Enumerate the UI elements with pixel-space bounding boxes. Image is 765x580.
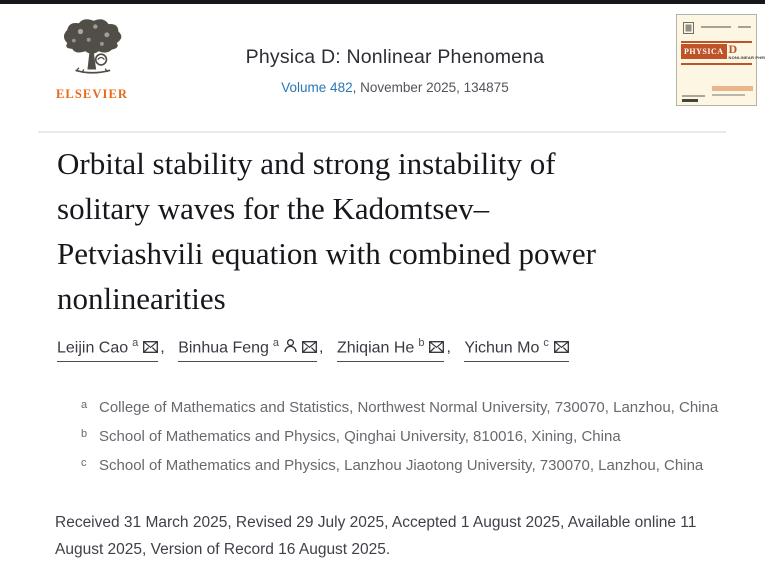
cover-issn-text-line — [738, 26, 751, 28]
volume-issue-line: Volume 482, November 2025, 134875 — [170, 80, 620, 95]
article-title: Orbital stability and strong instability… — [57, 141, 737, 321]
header-divider — [38, 131, 726, 133]
affiliation-text: School of Mathematics and Physics, Lanzh… — [99, 457, 704, 474]
cover-rule-top — [681, 41, 752, 43]
journal-title-link[interactable]: Physica D: Nonlinear Phenomena — [245, 46, 545, 68]
cover-bar-caption — [712, 94, 745, 96]
author-link-yichun-mo[interactable]: Yichun Mo c — [464, 337, 569, 363]
corresponding-author-person-icon — [284, 339, 297, 353]
author-link-binhua-feng[interactable]: Binhua Feng a — [178, 337, 318, 363]
affiliation-item: b School of Mathematics and Physics, Qin… — [81, 424, 731, 450]
cover-publisher-mark — [683, 22, 694, 34]
author-name: Yichun Mo — [464, 339, 540, 357]
author-link-zhiqian-he[interactable]: Zhiqian He b — [336, 337, 445, 363]
author-separator: , — [160, 339, 165, 357]
issue-info: , November 2025, 134875 — [352, 80, 509, 95]
affiliation-text: College of Mathematics and Statistics, N… — [99, 399, 719, 416]
author-affiliation-sup: a — [272, 337, 280, 349]
article-title-line: nonlinearities — [57, 281, 226, 316]
author-name: Zhiqian He — [336, 339, 415, 357]
affiliation-text: School of Mathematics and Physics, Qingh… — [99, 428, 621, 445]
author-affiliation-sup: a — [132, 337, 139, 349]
journal-cover-thumbnail[interactable]: PHYSICA D NONLINEAR PHENOMENA — [676, 14, 765, 106]
affiliation-list: a College of Mathematics and Statistics,… — [81, 395, 731, 482]
journal-header: Physica D: Nonlinear Phenomena Volume 48… — [170, 46, 620, 95]
cover-orange-bar — [712, 86, 753, 91]
article-title-line: solitary waves for the Kadomtsev– — [57, 191, 490, 226]
email-envelope-icon — [143, 341, 159, 354]
cover-footer-text — [682, 95, 705, 97]
cover-masthead: PHYSICA D NONLINEAR PHENOMENA — [681, 43, 765, 62]
volume-link[interactable]: Volume 482 — [281, 80, 353, 95]
cover-masthead-title: PHYSICA — [681, 44, 727, 59]
article-title-line: Orbital stability and strong instability… — [57, 146, 556, 181]
email-envelope-icon — [429, 341, 445, 354]
elsevier-logo-label: ELSEVIER — [55, 87, 129, 101]
affiliation-sup: b — [81, 428, 88, 440]
top-border-bar — [0, 0, 765, 4]
affiliation-item: c School of Mathematics and Physics, Lan… — [81, 453, 731, 479]
author-separator: , — [319, 339, 324, 357]
cover-masthead-letter: D — [728, 42, 738, 56]
elsevier-logo[interactable]: ELSEVIER — [54, 16, 130, 102]
cover-masthead-subtitle: NONLINEAR PHENOMENA — [728, 55, 765, 60]
elsevier-tree-icon — [63, 19, 122, 74]
affiliation-sup: a — [81, 399, 88, 411]
article-title-line: Petviashvili equation with combined powe… — [57, 236, 596, 271]
email-envelope-icon — [302, 341, 317, 354]
cover-top-text-line — [701, 26, 731, 28]
author-separator: , — [446, 339, 451, 357]
author-affiliation-sup: c — [543, 337, 549, 349]
article-history-dates: Received 31 March 2025, Revised 29 July … — [55, 514, 697, 558]
author-list: Leijin Cao a , Binhua Feng a , Zhiqian He b… — [57, 337, 569, 363]
email-envelope-icon — [553, 341, 569, 354]
cover-footer-mark — [682, 99, 698, 102]
author-link-leijin-cao[interactable]: Leijin Cao a — [57, 337, 159, 363]
affiliation-sup: c — [81, 457, 87, 469]
cover-rule-bottom — [681, 63, 752, 65]
author-affiliation-sup: b — [418, 337, 425, 349]
affiliation-item: a College of Mathematics and Statistics,… — [81, 395, 731, 421]
author-name: Leijin Cao — [57, 339, 129, 357]
author-name: Binhua Feng — [178, 339, 269, 357]
